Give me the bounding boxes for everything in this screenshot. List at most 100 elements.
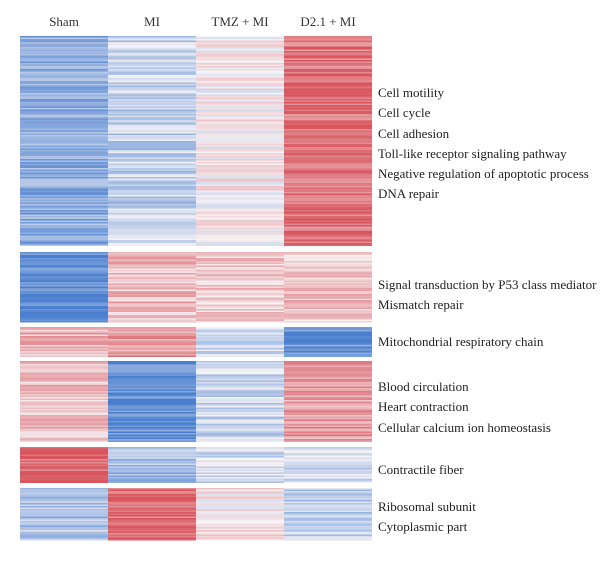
- gene-stripe: [108, 346, 196, 348]
- gene-stripe: [284, 292, 372, 294]
- gene-stripe: [20, 530, 108, 532]
- gene-stripe: [20, 148, 108, 150]
- gene-stripe: [196, 506, 284, 508]
- gene-stripe: [284, 81, 372, 83]
- gene-stripe: [20, 63, 108, 65]
- gene-stripe: [108, 316, 196, 318]
- gene-stripe: [20, 336, 108, 338]
- cluster-block-6: [20, 488, 372, 541]
- gene-stripe: [284, 401, 372, 403]
- gene-stripe: [284, 367, 372, 369]
- gene-stripe: [108, 75, 196, 77]
- gene-stripe: [108, 202, 196, 204]
- gene-stripe: [284, 190, 372, 192]
- gene-stripe: [108, 58, 196, 60]
- term-label: Heart contraction: [378, 399, 469, 415]
- gene-stripe: [108, 72, 196, 74]
- gene-stripe: [20, 195, 108, 197]
- gene-stripe: [196, 460, 284, 462]
- gene-stripe: [284, 141, 372, 143]
- gene-stripe: [284, 351, 372, 353]
- gene-stripe: [284, 431, 372, 433]
- gene-stripe: [284, 156, 372, 158]
- gene-stripe: [284, 300, 372, 302]
- gene-stripe: [20, 478, 108, 480]
- gene-stripe: [196, 127, 284, 129]
- gene-stripe: [196, 139, 284, 141]
- gene-stripe: [196, 365, 284, 367]
- gene-stripe: [196, 413, 284, 415]
- gene-stripe: [20, 440, 108, 442]
- gene-stripe: [196, 79, 284, 81]
- gene-stripe: [284, 274, 372, 276]
- gene-stripe: [108, 521, 196, 523]
- gene-stripe: [284, 506, 372, 508]
- gene-stripe: [196, 400, 284, 402]
- gene-stripe: [284, 510, 372, 512]
- gene-stripe: [284, 267, 372, 269]
- gene-stripe: [20, 219, 108, 221]
- gene-stripe: [20, 136, 108, 138]
- gene-stripe: [196, 82, 284, 84]
- gene-stripe: [284, 154, 372, 156]
- gene-stripe: [108, 451, 196, 453]
- gene-stripe: [284, 352, 372, 354]
- gene-stripe: [196, 261, 284, 263]
- gene-stripe: [196, 337, 284, 339]
- gene-stripe: [108, 364, 196, 366]
- gene-stripe: [284, 315, 372, 317]
- gene-stripe: [20, 500, 108, 502]
- gene-stripe: [196, 57, 284, 59]
- gene-stripe: [284, 142, 372, 144]
- gene-stripe: [108, 515, 196, 517]
- gene-stripe: [108, 367, 196, 369]
- gene-stripe: [196, 500, 284, 502]
- gene-stripe: [108, 307, 196, 309]
- gene-stripe: [284, 309, 372, 311]
- gene-stripe: [20, 237, 108, 239]
- gene-stripe: [108, 328, 196, 330]
- gene-stripe: [108, 253, 196, 255]
- gene-stripe: [196, 422, 284, 424]
- gene-stripe: [20, 462, 108, 464]
- gene-stripe: [196, 243, 284, 245]
- gene-stripe: [20, 118, 108, 120]
- gene-stripe: [196, 352, 284, 354]
- gene-stripe: [108, 208, 196, 210]
- gene-stripe: [196, 283, 284, 285]
- gene-stripe: [108, 162, 196, 164]
- gene-stripe: [196, 93, 284, 95]
- gene-stripe: [284, 234, 372, 236]
- gene-stripe: [108, 437, 196, 439]
- gene-stripe: [20, 178, 108, 180]
- gene-stripe: [196, 154, 284, 156]
- gene-stripe: [196, 193, 284, 195]
- gene-stripe: [20, 389, 108, 391]
- gene-stripe: [196, 190, 284, 192]
- gene-stripe: [20, 43, 108, 45]
- gene-stripe: [20, 121, 108, 123]
- gene-stripe: [284, 491, 372, 493]
- gene-stripe: [196, 530, 284, 532]
- gene-stripe: [196, 253, 284, 255]
- gene-stripe: [284, 79, 372, 81]
- gene-stripe: [108, 150, 196, 152]
- gene-stripe: [196, 355, 284, 357]
- gene-stripe: [108, 413, 196, 415]
- gene-stripe: [196, 300, 284, 302]
- gene-stripe: [284, 383, 372, 385]
- gene-stripe: [284, 530, 372, 532]
- gene-stripe: [20, 45, 108, 47]
- gene-stripe: [20, 48, 108, 50]
- gene-stripe: [196, 349, 284, 351]
- gene-stripe: [284, 124, 372, 126]
- gene-stripe: [196, 474, 284, 476]
- gene-stripe: [20, 229, 108, 231]
- gene-stripe: [20, 310, 108, 312]
- gene-stripe: [284, 321, 372, 323]
- gene-stripe: [20, 453, 108, 455]
- gene-stripe: [20, 427, 108, 429]
- gene-stripe: [196, 147, 284, 149]
- gene-stripe: [284, 229, 372, 231]
- gene-stripe: [108, 105, 196, 107]
